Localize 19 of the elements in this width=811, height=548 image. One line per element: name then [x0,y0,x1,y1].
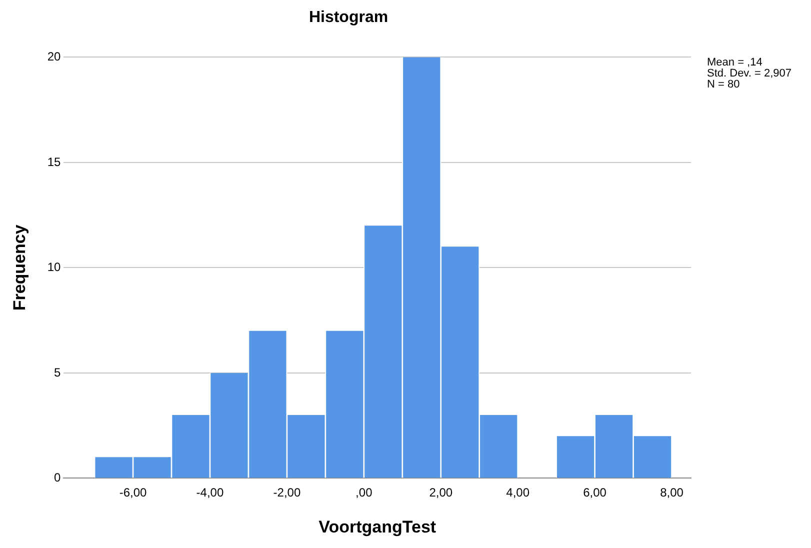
x-tick-label: -4,00 [196,486,224,500]
x-tick-label: -6,00 [119,486,148,500]
x-tick-label: 6,00 [583,486,607,500]
chart-title: Histogram [308,9,388,26]
x-tick-label: -2,00 [273,486,301,500]
x-tick-label: ,00 [356,486,373,500]
y-tick-label: 15 [47,154,62,169]
x-axis-title: VoortgangTest [318,517,436,536]
text: Std. Dev. = 2,907 [707,68,792,80]
x-tick-label: 4,00 [506,486,530,500]
x-tick-label: 8,00 [660,486,684,500]
y-tick-label: 10 [47,260,62,274]
x-tick-label: 2,00 [429,486,453,500]
y-axis-title: Frequency [10,224,29,311]
y-tick-label: 0 [54,470,62,485]
text: N = 80 [707,78,740,91]
text: Mean = ,14 [707,56,762,69]
y-tick-label: 20 [47,50,62,64]
y-tick-label: 5 [54,365,62,380]
